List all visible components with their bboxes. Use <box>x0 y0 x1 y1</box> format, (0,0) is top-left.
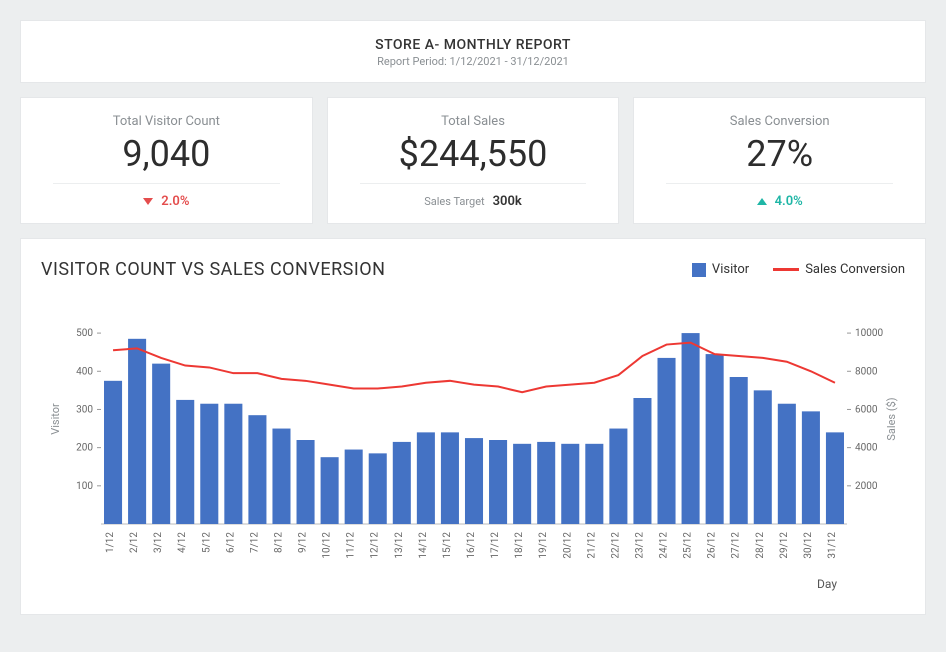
svg-text:12/12: 12/12 <box>370 532 381 559</box>
kpi-sales: Total Sales $244,550 Sales Target 300k <box>327 97 620 224</box>
svg-text:23/12: 23/12 <box>634 532 645 559</box>
kpi-conversion: Sales Conversion 27% 4.0% <box>633 97 926 224</box>
svg-text:25/12: 25/12 <box>683 532 694 559</box>
svg-text:20/12: 20/12 <box>562 532 573 559</box>
svg-text:7/12: 7/12 <box>249 532 260 553</box>
kpi-conversion-delta-value: 4.0% <box>775 194 803 209</box>
sales-target-value: 300k <box>493 194 522 209</box>
svg-text:3/12: 3/12 <box>153 532 164 553</box>
svg-text:26/12: 26/12 <box>707 532 718 559</box>
svg-text:8000: 8000 <box>855 366 878 377</box>
svg-text:29/12: 29/12 <box>779 532 790 559</box>
svg-text:500: 500 <box>76 328 93 339</box>
kpi-visitors-delta-value: 2.0% <box>161 194 189 209</box>
svg-text:10000: 10000 <box>855 328 883 339</box>
svg-text:22/12: 22/12 <box>610 532 621 559</box>
svg-text:18/12: 18/12 <box>514 532 525 559</box>
svg-text:19/12: 19/12 <box>538 532 549 559</box>
svg-text:Sales ($): Sales ($) <box>885 397 898 440</box>
svg-text:8/12: 8/12 <box>273 532 284 553</box>
svg-text:14/12: 14/12 <box>418 532 429 559</box>
svg-text:15/12: 15/12 <box>442 532 453 559</box>
kpi-visitors: Total Visitor Count 9,040 2.0% <box>20 97 313 224</box>
svg-text:Day: Day <box>817 577 837 591</box>
svg-text:1/12: 1/12 <box>105 532 116 553</box>
chart-title: VISITOR COUNT VS SALES CONVERSION <box>41 259 385 280</box>
svg-text:Visitor: Visitor <box>49 403 62 435</box>
svg-text:4000: 4000 <box>855 443 878 454</box>
legend-swatch-bar <box>692 263 706 277</box>
report-period: Report Period: 1/12/2021 - 31/12/2021 <box>21 55 925 68</box>
svg-text:11/12: 11/12 <box>346 532 357 559</box>
chart-header: VISITOR COUNT VS SALES CONVERSION Visito… <box>41 259 905 280</box>
kpi-conversion-delta: 4.0% <box>666 183 893 209</box>
svg-text:10/12: 10/12 <box>322 532 333 559</box>
svg-text:16/12: 16/12 <box>466 532 477 559</box>
svg-text:2000: 2000 <box>855 481 878 492</box>
kpi-sales-value: $244,550 <box>340 133 607 183</box>
legend-label-visitor: Visitor <box>712 262 749 277</box>
svg-text:100: 100 <box>76 481 93 492</box>
svg-text:13/12: 13/12 <box>394 532 405 559</box>
svg-text:24/12: 24/12 <box>659 532 670 559</box>
sales-target-label: Sales Target <box>424 195 484 208</box>
svg-text:27/12: 27/12 <box>731 532 742 559</box>
svg-text:28/12: 28/12 <box>755 532 766 559</box>
kpi-sales-label: Total Sales <box>340 114 607 129</box>
chart-svg: 100 200 300 400 500 2000 4000 6000 8000 10000 1/12… <box>41 284 907 594</box>
svg-text:6/12: 6/12 <box>225 532 236 553</box>
kpi-visitors-label: Total Visitor Count <box>33 114 300 129</box>
chart-plot: 100 200 300 400 500 2000 4000 6000 8000 10000 1/12… <box>41 284 905 594</box>
svg-text:6000: 6000 <box>855 404 878 415</box>
svg-text:400: 400 <box>76 366 93 377</box>
report-header: STORE A- MONTHLY REPORT Report Period: 1… <box>20 20 926 83</box>
svg-text:2/12: 2/12 <box>129 532 140 553</box>
svg-text:31/12: 31/12 <box>827 532 838 559</box>
chart-card: VISITOR COUNT VS SALES CONVERSION Visito… <box>20 238 926 615</box>
svg-text:30/12: 30/12 <box>803 532 814 559</box>
trend-down-icon <box>143 198 153 205</box>
svg-text:4/12: 4/12 <box>177 532 188 553</box>
kpi-visitors-value: 9,040 <box>33 133 300 183</box>
svg-text:17/12: 17/12 <box>490 532 501 559</box>
svg-text:5/12: 5/12 <box>201 532 212 553</box>
svg-text:21/12: 21/12 <box>586 532 597 559</box>
kpi-visitors-delta: 2.0% <box>53 183 280 209</box>
svg-text:200: 200 <box>76 443 93 454</box>
legend-swatch-line <box>773 268 799 271</box>
svg-text:9/12: 9/12 <box>298 532 309 553</box>
chart-legend: Visitor Sales Conversion <box>692 262 905 277</box>
kpi-conversion-label: Sales Conversion <box>646 114 913 129</box>
legend-item-visitor: Visitor <box>692 262 749 277</box>
legend-label-sales: Sales Conversion <box>805 262 905 277</box>
kpi-conversion-value: 27% <box>646 133 913 183</box>
report-title: STORE A- MONTHLY REPORT <box>21 37 925 53</box>
kpi-row: Total Visitor Count 9,040 2.0% Total Sal… <box>20 97 926 224</box>
svg-text:300: 300 <box>76 404 93 415</box>
legend-item-sales: Sales Conversion <box>773 262 905 277</box>
trend-up-icon <box>757 198 767 205</box>
kpi-sales-target: Sales Target 300k <box>360 183 587 209</box>
